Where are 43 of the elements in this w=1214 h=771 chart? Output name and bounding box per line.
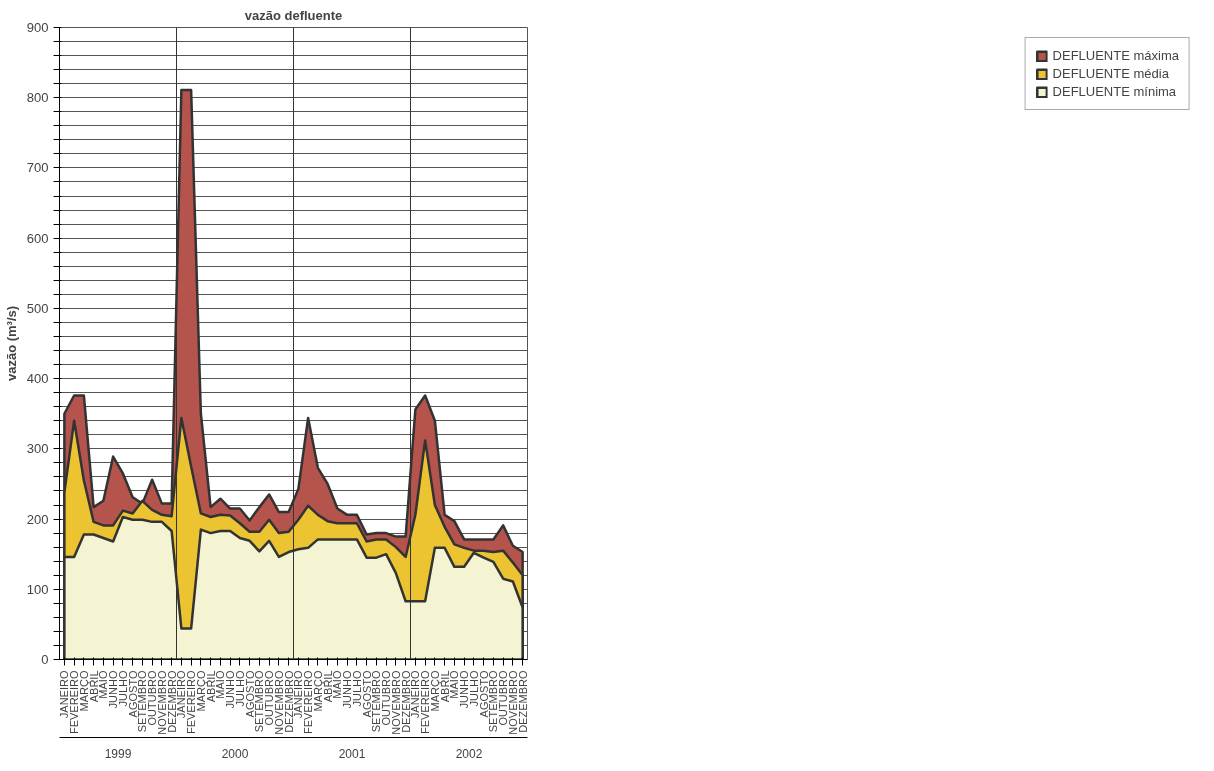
x-tick-label: MAIO xyxy=(331,670,344,699)
y-axis-title: vazão (m³/s) xyxy=(3,305,19,382)
text: 2002 xyxy=(455,746,483,761)
x-tick-label: JANEIRO xyxy=(175,670,188,719)
x-tick-label: DEZEMBRO xyxy=(516,670,529,733)
text: 2000 xyxy=(221,746,249,761)
y-tick-label: 500 xyxy=(26,300,49,316)
y-tick-label: 300 xyxy=(26,441,49,457)
y-tick-label: 700 xyxy=(26,160,49,176)
x-tick-label: SETEMBRO xyxy=(487,670,500,733)
x-tick-label: SETEMBRO xyxy=(136,670,149,733)
x-tick-label: DEZEMBRO xyxy=(165,670,178,733)
y-tick-label: 900 xyxy=(26,20,49,35)
chart-title: vazão defluente xyxy=(244,7,343,23)
x-tick-label: FEVEREIRO xyxy=(185,670,198,735)
y-tick-label: 200 xyxy=(26,511,49,527)
x-tick-label: SETEMBRO xyxy=(253,670,266,733)
y-tick-label: 0 xyxy=(41,652,49,667)
legend-label: DEFLUENTE máxima xyxy=(1052,48,1179,63)
x-tick-label: MAIO xyxy=(97,670,110,699)
x-tick-label: FEVEREIRO xyxy=(68,670,81,735)
legend-label: DEFLUENTE média xyxy=(1052,66,1169,81)
x-tick-label: AGOSTO xyxy=(360,670,373,718)
x-tick-label: SETEMBRO xyxy=(370,670,383,733)
text: 1999 xyxy=(104,746,132,761)
x-tick-label: FEVEREIRO xyxy=(419,670,432,735)
y-tick-label: 400 xyxy=(26,371,49,387)
legend-label: DEFLUENTE mínima xyxy=(1052,84,1177,99)
x-tick-label: MAIO xyxy=(214,670,227,699)
x-tick-label: AGOSTO xyxy=(126,670,139,718)
x-tick-label: FEVEREIRO xyxy=(302,670,315,735)
y-tick-label: 800 xyxy=(26,90,49,106)
y-tick-label: 100 xyxy=(26,581,49,597)
x-tick-label: JANEIRO xyxy=(58,670,71,719)
x-tick-label: AGOSTO xyxy=(243,670,256,718)
text: 2001 xyxy=(338,746,366,761)
x-tick-label: JANEIRO xyxy=(409,670,422,719)
x-tick-label: MAIO xyxy=(448,670,461,699)
x-tick-label: AGOSTO xyxy=(477,670,490,718)
y-tick-label: 600 xyxy=(26,230,49,246)
x-tick-label: DEZEMBRO xyxy=(399,670,412,733)
x-tick-label: JANEIRO xyxy=(292,670,305,719)
x-tick-label: DEZEMBRO xyxy=(282,670,295,733)
